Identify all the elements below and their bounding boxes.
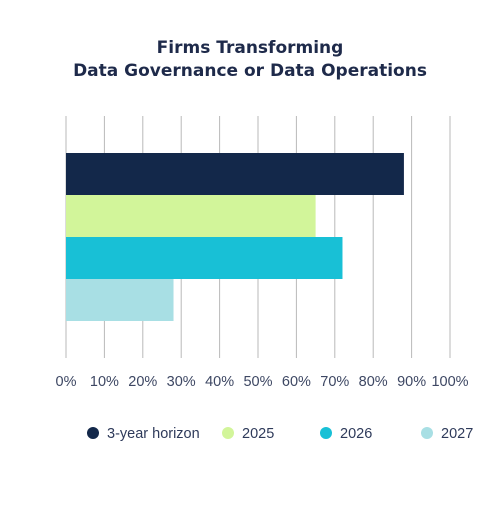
bar-2027 (66, 279, 174, 321)
x-tick-label: 30% (167, 374, 196, 390)
bar-3-year-horizon (66, 153, 404, 195)
legend-label: 3-year horizon (107, 426, 200, 442)
x-tick-label: 100% (431, 374, 468, 390)
legend: 3-year horizon 2025 2026 2027 (87, 426, 473, 442)
x-tick-label: 0% (56, 374, 77, 390)
bar-2025 (66, 195, 316, 237)
legend-swatch (222, 427, 234, 439)
legend-swatch (320, 427, 332, 439)
legend-label: 2026 (340, 426, 372, 442)
x-tick-label: 50% (243, 374, 272, 390)
x-tick-label: 10% (90, 374, 119, 390)
x-tick-label: 70% (320, 374, 349, 390)
legend-swatch (421, 427, 433, 439)
chart-title-line-1: Firms Transforming (156, 38, 344, 58)
legend-label: 2027 (441, 426, 473, 442)
bar-2026 (66, 237, 343, 279)
bars (66, 153, 404, 321)
x-tick-label: 60% (282, 374, 311, 390)
chart-title-line-2: Data Governance or Data Operations (73, 61, 427, 81)
x-tick-label: 20% (128, 374, 157, 390)
x-axis-ticks: 0% 10% 20% 30% 40% 50% 60% 70% 80% 90% 100% (56, 374, 469, 390)
x-tick-label: 40% (205, 374, 234, 390)
legend-label: 2025 (242, 426, 274, 442)
legend-swatch (87, 427, 99, 439)
x-tick-label: 80% (359, 374, 388, 390)
x-tick-label: 90% (397, 374, 426, 390)
